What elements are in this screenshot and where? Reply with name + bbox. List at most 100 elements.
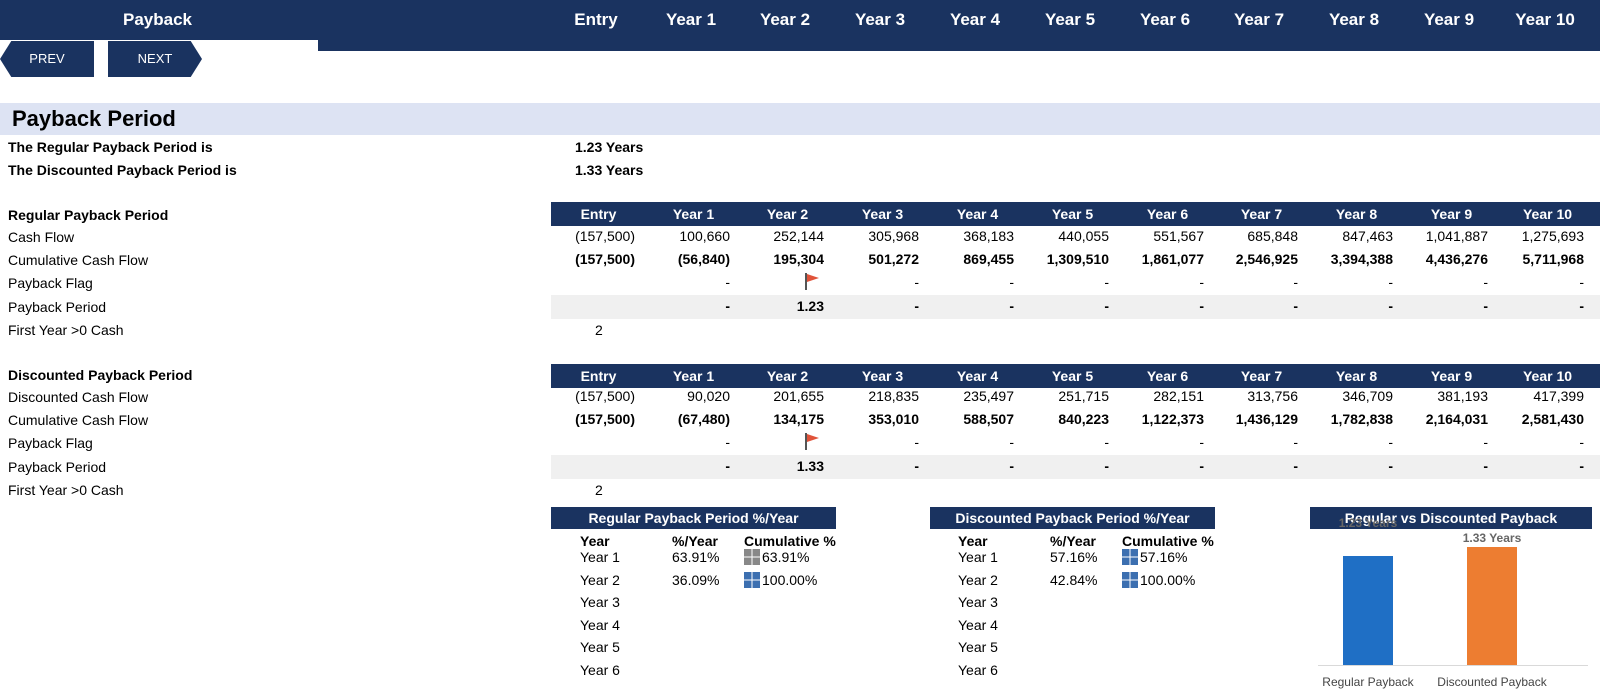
regular_pct-cum-cell: 63.91% bbox=[744, 549, 809, 565]
nav-col-7: Year 7 bbox=[1233, 10, 1285, 29]
chart-category-label-1: Discounted Payback bbox=[1437, 675, 1547, 689]
regular-cumulative-cell: (56,840) bbox=[677, 251, 730, 267]
chart-title: Regular vs Discounted Payback bbox=[1310, 507, 1592, 529]
discounted_pct-year-cell: Year 3 bbox=[958, 594, 998, 610]
regular-cumulative-cell: 1,861,077 bbox=[1141, 251, 1204, 267]
discounted-first-year-value: 2 bbox=[595, 482, 603, 498]
discounted-pct-col-year: Year bbox=[958, 533, 988, 549]
nav-band bbox=[318, 40, 1600, 53]
flag-icon bbox=[803, 432, 821, 450]
discounted-period-cell: - bbox=[1104, 458, 1109, 474]
discounted-period-cell: - bbox=[1009, 458, 1014, 474]
regular_pct-year-cell: Year 3 bbox=[580, 594, 620, 610]
discounted-period-cell: - bbox=[1293, 458, 1298, 474]
regular-flag-cell: - bbox=[1483, 274, 1488, 290]
regular-header-5: Year 5 bbox=[1051, 206, 1094, 222]
flag-icon bbox=[803, 272, 821, 290]
regular-pct-title: Regular Payback Period %/Year bbox=[551, 507, 836, 529]
prev-button[interactable]: PREV bbox=[0, 41, 94, 77]
regular-period-cell: - bbox=[725, 298, 730, 314]
discounted-period-cell: - bbox=[1579, 458, 1584, 474]
regular-flag-cell: - bbox=[1104, 274, 1109, 290]
discounted-pct-col-cum: Cumulative % bbox=[1122, 533, 1214, 549]
regular-cash-flow-cell: 551,567 bbox=[1153, 228, 1204, 244]
discounted-cash-flow-cell: 417,399 bbox=[1533, 388, 1584, 404]
discounted-flag-cell: - bbox=[1009, 434, 1014, 450]
discounted-header-7: Year 7 bbox=[1240, 368, 1283, 384]
discounted-flag-cell: - bbox=[1199, 434, 1204, 450]
regular_pct-year-cell: Year 2 bbox=[580, 571, 620, 588]
regular-header-8: Year 8 bbox=[1335, 206, 1378, 222]
discounted-period-cell: - bbox=[1199, 458, 1204, 474]
regular_pct-cum-cell: 100.00% bbox=[744, 571, 817, 588]
regular-cash-flow-cell: 1,275,693 bbox=[1521, 228, 1584, 244]
regular-cash-flow-label: Cash Flow bbox=[8, 229, 75, 245]
discounted-header-8: Year 8 bbox=[1335, 368, 1378, 384]
nav-col-1: Year 1 bbox=[665, 10, 717, 29]
discounted-cash-flow-cell: 346,709 bbox=[1342, 388, 1393, 404]
nav-col-6: Year 6 bbox=[1139, 10, 1191, 29]
discounted-period-cell: 1.33 bbox=[796, 458, 824, 474]
regular-cash-flow-cell: (157,500) bbox=[575, 228, 635, 244]
discounted-cash-flow-label: Discounted Cash Flow bbox=[8, 389, 149, 405]
discounted_pct-pct-cell: 57.16% bbox=[1050, 549, 1098, 565]
discounted-cash-flow-cell: 313,756 bbox=[1247, 388, 1298, 404]
grid-icon bbox=[744, 549, 762, 565]
discounted_pct-year-cell: Year 6 bbox=[958, 661, 998, 678]
discounted-cash-flow-cell: (157,500) bbox=[575, 388, 635, 404]
regular-period-cell: - bbox=[1009, 298, 1014, 314]
discounted-cash-flow-cell: 381,193 bbox=[1437, 388, 1488, 404]
discounted_pct-cum-value: 57.16% bbox=[1140, 549, 1188, 565]
discounted-flag-cell: - bbox=[725, 434, 730, 450]
nav-col-9: Year 9 bbox=[1423, 10, 1475, 29]
regular-pct-col-cum: Cumulative % bbox=[744, 533, 836, 549]
regular-flag-cell: - bbox=[725, 274, 730, 290]
regular-cumulative-cell: 3,394,388 bbox=[1330, 251, 1393, 267]
discounted_pct-year-cell: Year 4 bbox=[958, 616, 998, 633]
discounted-header-3: Year 3 bbox=[861, 368, 904, 384]
next-button[interactable]: NEXT bbox=[108, 41, 202, 77]
nav-col-0: Entry bbox=[574, 10, 618, 29]
regular-period-cell: 1.23 bbox=[796, 298, 824, 314]
discounted-cash-flow-cell: 282,151 bbox=[1153, 388, 1204, 404]
discounted-cash-flow-cell: 201,655 bbox=[773, 388, 824, 404]
discounted_pct-year-cell: Year 5 bbox=[958, 639, 998, 655]
discounted-header-5: Year 5 bbox=[1051, 368, 1094, 384]
discounted_pct-cum-value: 100.00% bbox=[1140, 571, 1196, 588]
regular-cash-flow-cell: 252,144 bbox=[773, 228, 824, 244]
discounted-cumulative-cell: 2,164,031 bbox=[1425, 411, 1488, 427]
discounted-summary-value: 1.33 Years bbox=[575, 162, 644, 178]
regular-period-row-bg bbox=[551, 295, 1600, 319]
discounted-flag-cell: - bbox=[1388, 434, 1393, 450]
regular-header-1: Year 1 bbox=[672, 206, 715, 222]
discounted-pct-title: Discounted Payback Period %/Year bbox=[930, 507, 1215, 529]
discounted-header-0: Entry bbox=[580, 368, 617, 384]
regular-cash-flow-cell: 685,848 bbox=[1247, 228, 1298, 244]
chart-category-label-0: Regular Payback bbox=[1322, 675, 1414, 689]
nav-col-8: Year 8 bbox=[1328, 10, 1380, 29]
regular-cumulative-cell: 869,455 bbox=[963, 251, 1014, 267]
regular-period-cell: - bbox=[1388, 298, 1393, 314]
discounted-period-cell: - bbox=[914, 458, 919, 474]
chart-bar-0 bbox=[1343, 555, 1393, 665]
nav-col-3: Year 3 bbox=[854, 10, 906, 29]
regular-period-cell: - bbox=[914, 298, 919, 314]
nav-col-2: Year 2 bbox=[759, 10, 811, 29]
regular-flag-cell: - bbox=[1579, 274, 1584, 290]
regular-cumulative-cell: 501,272 bbox=[868, 251, 919, 267]
discounted-period-label: Payback Period bbox=[8, 459, 107, 475]
discounted-header-1: Year 1 bbox=[672, 368, 715, 384]
discounted_pct-cum-cell: 57.16% bbox=[1122, 549, 1187, 565]
regular-header-9: Year 9 bbox=[1430, 206, 1473, 222]
grid-icon bbox=[1122, 549, 1140, 565]
discounted-period-cell: - bbox=[1483, 458, 1488, 474]
regular-cash-flow-cell: 305,968 bbox=[868, 228, 919, 244]
chart-x-axis bbox=[1318, 665, 1588, 666]
discounted-flag-cell: - bbox=[1293, 434, 1298, 450]
chart-data-label-1: 1.33 Years bbox=[1462, 531, 1522, 545]
discounted-cumulative-cell: 840,223 bbox=[1058, 411, 1109, 427]
regular-flag-cell: - bbox=[914, 274, 919, 290]
discounted_pct-year-cell: Year 2 bbox=[958, 571, 998, 588]
regular-cumulative-cell: 4,436,276 bbox=[1425, 251, 1488, 267]
regular-cash-flow-cell: 1,041,887 bbox=[1425, 228, 1488, 244]
